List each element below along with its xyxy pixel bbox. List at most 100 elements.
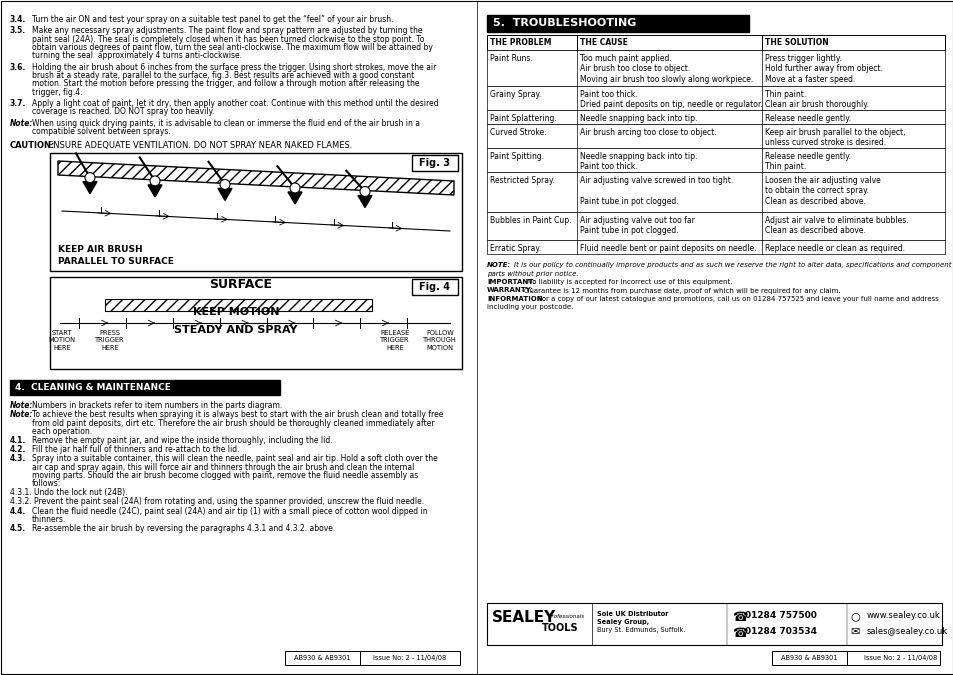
Text: Thin paint.
Clean air brush thoroughly.: Thin paint. Clean air brush thoroughly. bbox=[764, 90, 868, 109]
Circle shape bbox=[150, 176, 160, 186]
Text: 01284 757500: 01284 757500 bbox=[744, 611, 816, 620]
Text: trigger, fig.4.: trigger, fig.4. bbox=[32, 88, 82, 97]
Circle shape bbox=[290, 183, 299, 193]
Text: KEEP AIR BRUSH: KEEP AIR BRUSH bbox=[58, 244, 143, 254]
Text: Turn the air ON and test your spray on a suitable test panel to get the “feel” o: Turn the air ON and test your spray on a… bbox=[32, 15, 393, 24]
Text: Grainy Spray.: Grainy Spray. bbox=[490, 90, 540, 99]
Bar bbox=[486, 15, 748, 32]
Bar bbox=[771, 651, 939, 665]
Text: THE CAUSE: THE CAUSE bbox=[579, 38, 627, 47]
Text: Release needle gently.: Release needle gently. bbox=[764, 114, 850, 123]
Bar bbox=[486, 212, 944, 240]
Text: compatible solvent between sprays.: compatible solvent between sprays. bbox=[32, 127, 171, 136]
Text: To achieve the best results when spraying it is always best to start with the ai: To achieve the best results when sprayin… bbox=[32, 410, 443, 419]
Text: 3.7.: 3.7. bbox=[10, 99, 27, 108]
Text: turning the seal  approximately 4 turns anti-clockwise.: turning the seal approximately 4 turns a… bbox=[32, 51, 242, 61]
Text: SURFACE: SURFACE bbox=[210, 279, 273, 292]
Polygon shape bbox=[357, 196, 372, 207]
Text: Needle snapping back into tip.
Paint too thick.: Needle snapping back into tip. Paint too… bbox=[579, 152, 697, 171]
Polygon shape bbox=[83, 182, 97, 194]
Text: KEEP MOTION: KEEP MOTION bbox=[193, 307, 279, 317]
Text: START
MOTION
HERE: START MOTION HERE bbox=[49, 330, 75, 351]
Bar bbox=[10, 380, 280, 395]
Text: IMPORTANT:: IMPORTANT: bbox=[486, 279, 535, 285]
Text: ☎: ☎ bbox=[731, 611, 747, 624]
Text: PARALLEL TO SURFACE: PARALLEL TO SURFACE bbox=[58, 256, 173, 265]
Text: Too much paint applied.
Air brush too close to object.
Moving air brush too slow: Too much paint applied. Air brush too cl… bbox=[579, 54, 753, 84]
Text: parts without prior notice.: parts without prior notice. bbox=[486, 271, 578, 277]
Text: AB930 & AB9301: AB930 & AB9301 bbox=[294, 655, 350, 661]
Bar bbox=[412, 155, 457, 171]
Text: RELEASE
TRIGGER
HERE: RELEASE TRIGGER HERE bbox=[380, 330, 410, 351]
Polygon shape bbox=[58, 161, 454, 195]
Text: Make any necessary spray adjustments. The paint flow and spray pattern are adjus: Make any necessary spray adjustments. Th… bbox=[32, 26, 422, 35]
Text: Guarantee is 12 months from purchase date, proof of which will be required for a: Guarantee is 12 months from purchase dat… bbox=[523, 288, 840, 294]
Text: 3.6.: 3.6. bbox=[10, 63, 27, 72]
Text: motion. Start the motion before pressing the trigger, and follow a through motio: motion. Start the motion before pressing… bbox=[32, 80, 419, 88]
Text: from old paint deposits, dirt etc. Therefore the air brush should be thoroughly : from old paint deposits, dirt etc. There… bbox=[32, 418, 435, 427]
Text: including your postcode.: including your postcode. bbox=[486, 304, 573, 310]
Text: Fill the jar half full of thinners and re-attach to the lid.: Fill the jar half full of thinners and r… bbox=[32, 445, 239, 454]
Text: Adjust air valve to eliminate bubbles.
Clean as described above.: Adjust air valve to eliminate bubbles. C… bbox=[764, 216, 907, 236]
Text: When using quick drying paints, it is advisable to clean or immerse the fluid en: When using quick drying paints, it is ad… bbox=[32, 119, 419, 128]
Text: 4.3.2. Prevent the paint seal (24A) from rotating and, using the spanner provide: 4.3.2. Prevent the paint seal (24A) from… bbox=[10, 497, 424, 506]
Text: Restricted Spray.: Restricted Spray. bbox=[490, 176, 554, 185]
Text: STEADY AND SPRAY: STEADY AND SPRAY bbox=[174, 325, 297, 335]
Text: Needle snapping back into tip.: Needle snapping back into tip. bbox=[579, 114, 697, 123]
Circle shape bbox=[359, 186, 370, 196]
Text: Note:: Note: bbox=[10, 410, 33, 419]
Text: Issue No: 2 - 11/04/08: Issue No: 2 - 11/04/08 bbox=[373, 655, 446, 661]
Polygon shape bbox=[218, 188, 232, 200]
Text: thinners.: thinners. bbox=[32, 515, 66, 524]
Text: 4.5.: 4.5. bbox=[10, 524, 26, 533]
Text: FOLLOW
THROUGH
MOTION: FOLLOW THROUGH MOTION bbox=[423, 330, 456, 351]
Text: 4.1.: 4.1. bbox=[10, 436, 27, 445]
Text: Fluid needle bent or paint deposits on needle.: Fluid needle bent or paint deposits on n… bbox=[579, 244, 756, 253]
Text: follows:: follows: bbox=[32, 479, 61, 489]
Text: Paint Spitting.: Paint Spitting. bbox=[490, 152, 543, 161]
Text: Re-assemble the air brush by reversing the paragraphs 4.3.1 and 4.3.2. above.: Re-assemble the air brush by reversing t… bbox=[32, 524, 335, 533]
Text: Fig. 4: Fig. 4 bbox=[419, 282, 450, 292]
Text: air cap and spray again, this will force air and thinners through the air brush : air cap and spray again, this will force… bbox=[32, 462, 414, 472]
Text: ○: ○ bbox=[849, 611, 859, 621]
Text: Sealey Group,: Sealey Group, bbox=[597, 619, 648, 625]
Bar bbox=[486, 240, 944, 254]
Polygon shape bbox=[148, 185, 162, 197]
Text: 3.4.: 3.4. bbox=[10, 15, 27, 24]
Text: Keep air brush parallel to the object,
unless curved stroke is desired.: Keep air brush parallel to the object, u… bbox=[764, 128, 904, 147]
Text: Replace needle or clean as required.: Replace needle or clean as required. bbox=[764, 244, 904, 253]
Text: 3.5.: 3.5. bbox=[10, 26, 26, 35]
Text: Erratic Spray.: Erratic Spray. bbox=[490, 244, 540, 253]
Text: Curved Stroke.: Curved Stroke. bbox=[490, 128, 546, 137]
Text: 01284 703534: 01284 703534 bbox=[744, 627, 816, 636]
Text: Paint Splattering.: Paint Splattering. bbox=[490, 114, 557, 123]
Text: 4.3.1. Undo the lock nut (24B).: 4.3.1. Undo the lock nut (24B). bbox=[10, 489, 128, 497]
Text: 4.2.: 4.2. bbox=[10, 445, 27, 454]
Text: ✉: ✉ bbox=[849, 627, 859, 637]
Text: 4.3.: 4.3. bbox=[10, 454, 27, 463]
Bar bbox=[486, 124, 944, 148]
Text: INFORMATION:: INFORMATION: bbox=[486, 296, 545, 302]
Text: Sole UK Distributor: Sole UK Distributor bbox=[597, 611, 668, 617]
Text: www.sealey.co.uk: www.sealey.co.uk bbox=[866, 611, 940, 620]
Text: Apply a light coat of paint, let it dry, then apply another coat. Continue with : Apply a light coat of paint, let it dry,… bbox=[32, 99, 438, 108]
Text: Air adjusting valve screwed in too tight.

Paint tube in pot clogged.: Air adjusting valve screwed in too tight… bbox=[579, 176, 733, 206]
Text: PRESS
TRIGGER
HERE: PRESS TRIGGER HERE bbox=[95, 330, 125, 351]
Text: Numbers in brackets refer to item numbers in the parts diagram.: Numbers in brackets refer to item number… bbox=[32, 401, 282, 410]
Text: Paint too thick.
Dried paint deposits on tip, needle or regulator.: Paint too thick. Dried paint deposits on… bbox=[579, 90, 762, 109]
Bar bbox=[50, 153, 461, 271]
Text: Bubbles in Paint Cup.: Bubbles in Paint Cup. bbox=[490, 216, 571, 225]
Bar bbox=[50, 277, 461, 369]
Bar bbox=[486, 110, 944, 124]
Bar bbox=[486, 603, 941, 645]
Text: NOTE:: NOTE: bbox=[486, 262, 511, 268]
Text: Paint Runs.: Paint Runs. bbox=[490, 54, 532, 63]
Text: Bury St. Edmunds, Suffolk.: Bury St. Edmunds, Suffolk. bbox=[597, 627, 685, 633]
Text: SEALEY: SEALEY bbox=[492, 610, 556, 626]
Text: Remove the empty paint jar, and wipe the inside thoroughly, including the lid.: Remove the empty paint jar, and wipe the… bbox=[32, 436, 333, 445]
Text: WARRANTY:: WARRANTY: bbox=[486, 288, 534, 294]
Text: THE PROBLEM: THE PROBLEM bbox=[490, 38, 551, 47]
Polygon shape bbox=[288, 192, 302, 204]
Text: Note:: Note: bbox=[10, 119, 33, 128]
Text: ENSURE ADEQUATE VENTILATION. DO NOT SPRAY NEAR NAKED FLAMES.: ENSURE ADEQUATE VENTILATION. DO NOT SPRA… bbox=[48, 141, 352, 150]
